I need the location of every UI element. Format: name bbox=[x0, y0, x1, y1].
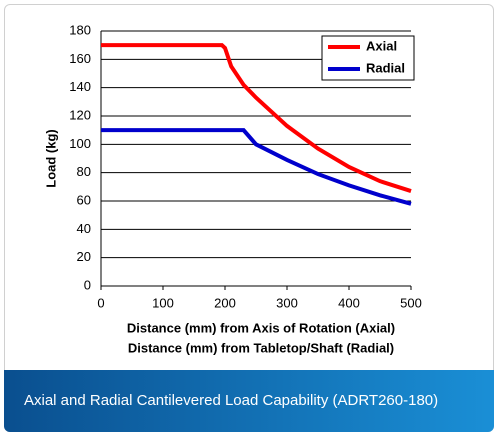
y-tick-label: 180 bbox=[69, 22, 91, 37]
x-axis-label: Distance (mm) from Axis of Rotation (Axi… bbox=[127, 320, 395, 335]
x-axis-label: Distance (mm) from Tabletop/Shaft (Radia… bbox=[128, 340, 394, 355]
y-tick-label: 100 bbox=[69, 136, 91, 151]
x-tick-label: 400 bbox=[338, 295, 360, 310]
series-line bbox=[101, 128, 412, 206]
series-line bbox=[101, 43, 412, 193]
chart: 0 20 40 60 80 100 120 140 160 180 0 100 200 300 400 500… bbox=[43, 22, 422, 355]
legend-label: Axial bbox=[366, 38, 397, 53]
y-tick-label: 140 bbox=[69, 79, 91, 94]
x-tick-label: 200 bbox=[214, 295, 236, 310]
y-tick-label: 60 bbox=[77, 192, 91, 207]
x-tick-label: 300 bbox=[276, 295, 298, 310]
y-tick-label: 40 bbox=[77, 221, 91, 236]
y-tick-label: 20 bbox=[77, 249, 91, 264]
y-tick-label: 80 bbox=[77, 164, 91, 179]
x-tick-label: 100 bbox=[152, 295, 174, 310]
y-tick-label: 120 bbox=[69, 107, 91, 122]
y-axis-label: Load (kg) bbox=[43, 129, 58, 188]
x-tick-label: 0 bbox=[97, 295, 104, 310]
legend-label: Radial bbox=[366, 60, 405, 75]
legend-box bbox=[321, 35, 415, 81]
y-tick-label: 160 bbox=[69, 51, 91, 66]
x-tick-label: 500 bbox=[400, 295, 422, 310]
caption: Axial and Radial Cantilevered Load Capab… bbox=[4, 370, 494, 432]
y-tick-label: 0 bbox=[84, 277, 91, 292]
